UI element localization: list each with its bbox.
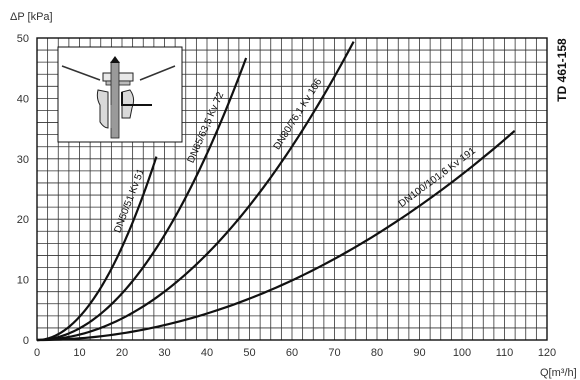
document-code: TD 461-158: [555, 38, 569, 102]
x-tick-label: 80: [371, 347, 383, 359]
series-curve-2: [36, 57, 248, 342]
x-tick-label: 90: [413, 347, 425, 359]
y-axis-label: ΔP [kPa]: [10, 11, 53, 23]
x-tick-label: 70: [328, 347, 340, 359]
x-tick-label: 10: [73, 347, 85, 359]
x-tick-label: 60: [286, 347, 298, 359]
y-tick-label: 50: [17, 33, 29, 45]
axes: [36, 37, 548, 341]
valve-body-outline: [61, 65, 176, 81]
y-tick-label: 0: [23, 335, 29, 347]
series-label-3: DN80/76,1 Kv 106: [272, 76, 325, 152]
x-tick-label: 120: [538, 347, 556, 359]
y-tick-labels: 0 10 20 30 40 50: [17, 33, 29, 347]
x-axis-label: Q[m³/h]: [540, 367, 577, 379]
valve-stem: [110, 61, 120, 139]
plot-frame: [36, 37, 548, 341]
series-curve-4: [36, 129, 516, 342]
x-tick-label: 40: [201, 347, 213, 359]
flow-arrow-icon: [110, 56, 120, 63]
series-curve-1: [36, 156, 158, 342]
y-tick-label: 30: [17, 154, 29, 166]
x-tick-labels: 0 10 20 30 40 50 60 70 80 90 100 110 120: [34, 347, 556, 359]
x-tick-label: 30: [158, 347, 170, 359]
x-tick-label: 20: [116, 347, 128, 359]
valve-housing: [96, 89, 109, 129]
y-tick-label: 40: [17, 93, 29, 105]
series-curves: [36, 41, 516, 342]
y-tick-label: 10: [17, 275, 29, 287]
valve-illustration: [57, 46, 183, 143]
x-tick-label: 50: [243, 347, 255, 359]
x-tick-label: 110: [496, 347, 514, 359]
x-tick-label: 0: [34, 347, 40, 359]
y-tick-label: 20: [17, 214, 29, 226]
x-tick-label: 100: [453, 347, 471, 359]
series-curve-3: [36, 41, 355, 342]
